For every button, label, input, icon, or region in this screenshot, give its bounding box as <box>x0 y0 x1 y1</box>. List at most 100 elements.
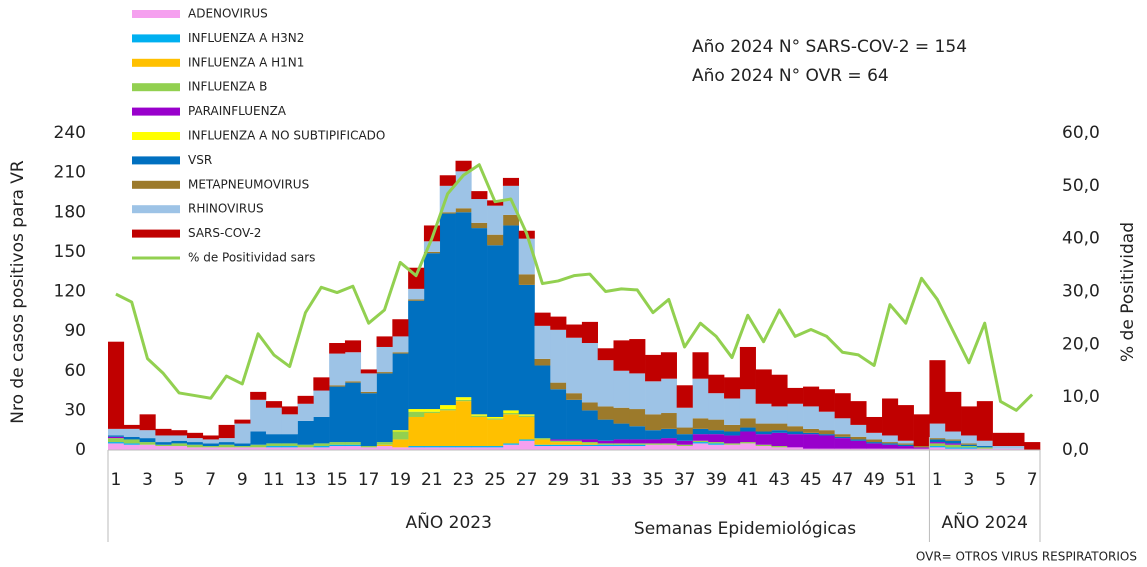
bar-segment <box>487 205 504 235</box>
bar-segment <box>866 439 883 443</box>
bar-segment <box>502 410 520 414</box>
bar-segment <box>566 337 583 394</box>
x-tick-label: 31 <box>579 470 601 490</box>
y-tick-label: 0 <box>75 440 86 460</box>
bar-segment <box>423 241 441 252</box>
bar-segment <box>803 386 820 407</box>
bar-segment <box>487 446 504 448</box>
bar-segment <box>803 428 820 433</box>
legend-label: ADENOVIRUS <box>188 7 268 21</box>
bar-segment <box>834 393 851 419</box>
bar-segment <box>708 442 725 444</box>
bar-segment <box>929 360 946 424</box>
bar-segment <box>439 212 456 214</box>
bar-segment <box>961 448 978 450</box>
bar-segment <box>344 444 362 447</box>
legend-label: METAPNEUMOVIRUS <box>188 177 309 191</box>
bar-segment <box>629 439 646 444</box>
y2-tick-label: 60,0 <box>1062 123 1100 143</box>
bar-segment <box>945 440 962 444</box>
x-tick-label: 15 <box>326 470 348 490</box>
bar-segment <box>281 443 298 447</box>
bar-segment <box>945 391 962 432</box>
bar-segment <box>297 447 314 450</box>
bar-segment <box>1008 446 1025 449</box>
bar-segment <box>376 336 393 347</box>
bar-segment <box>566 446 583 450</box>
bar-segment <box>186 447 204 450</box>
bar-segment <box>313 446 330 448</box>
bar-segment <box>613 439 630 444</box>
bar-segment <box>566 439 583 441</box>
bar-segment <box>850 439 867 441</box>
bar-segment <box>518 274 535 285</box>
bar-segment <box>108 435 125 437</box>
bar-segment <box>897 446 914 449</box>
bar-segment <box>408 299 425 301</box>
bar-segment <box>218 447 235 450</box>
bar-segment <box>202 446 219 448</box>
bar-segment <box>739 418 756 428</box>
bar-segment <box>818 430 835 435</box>
bar-segment <box>866 448 883 450</box>
bar-segment <box>771 430 788 433</box>
bar-segment <box>139 430 156 439</box>
bar-segment <box>629 409 646 427</box>
bar-segment <box>297 395 314 404</box>
bar-segment <box>834 418 851 435</box>
x-tick-label: 33 <box>611 470 633 490</box>
bar-segment <box>787 403 804 427</box>
bar-segment <box>724 424 741 432</box>
bar-segment <box>250 391 267 400</box>
bar-segment <box>313 416 330 444</box>
bar-segment <box>297 420 314 445</box>
group-label: AÑO 2023 <box>406 511 492 533</box>
bar-segment <box>281 447 298 450</box>
bar-segment <box>376 346 393 373</box>
bar-segment <box>139 438 156 443</box>
bar-segment <box>708 374 725 394</box>
bar-segment <box>139 442 156 445</box>
bar-segment <box>613 370 630 408</box>
bar-segment <box>803 434 820 449</box>
bar-segment <box>408 409 425 412</box>
bar-segment <box>439 175 456 186</box>
bar-segment <box>787 387 804 404</box>
bar-segment <box>265 446 283 448</box>
bar-segment <box>471 199 488 223</box>
bar-segment <box>882 448 899 450</box>
bar-segment <box>518 416 535 440</box>
x-tick-label: 7 <box>1027 470 1038 490</box>
x-tick-label: 39 <box>705 470 727 490</box>
bar-segment <box>376 446 393 450</box>
y-tick-label: 240 <box>54 123 86 143</box>
y-axis-title: Nro de casos positivos para VR <box>8 160 28 424</box>
note: OVR= OTROS VIRUS RESPIRATORIOS <box>916 550 1137 564</box>
bar-segment <box>313 377 330 391</box>
bar-segment <box>660 444 677 450</box>
bar-segment <box>755 431 772 435</box>
bar-segment <box>897 443 914 445</box>
x-tick-label: 47 <box>832 470 854 490</box>
bar-segment <box>755 403 772 424</box>
x-tick-label: 5 <box>995 470 1006 490</box>
bar-segment <box>597 406 614 420</box>
bar-segment <box>929 438 946 440</box>
x-tick-label: 41 <box>737 470 759 490</box>
bar-segment <box>945 448 962 450</box>
bar-segment <box>739 431 756 443</box>
x-tick-label: 45 <box>800 470 822 490</box>
bar-segment <box>344 352 362 382</box>
bar-segment <box>597 446 614 450</box>
x-tick-label: 11 <box>263 470 285 490</box>
bar-segment <box>123 428 140 437</box>
bar-segment <box>708 444 725 450</box>
legend-label: SARS-COV-2 <box>188 226 261 240</box>
bar-segment <box>392 447 409 450</box>
bar-segment <box>929 443 946 447</box>
legend-label: INFLUENZA B <box>188 80 267 94</box>
bar-segment <box>186 438 204 443</box>
bar-segment <box>755 369 772 404</box>
x-tick-label: 9 <box>237 470 248 490</box>
